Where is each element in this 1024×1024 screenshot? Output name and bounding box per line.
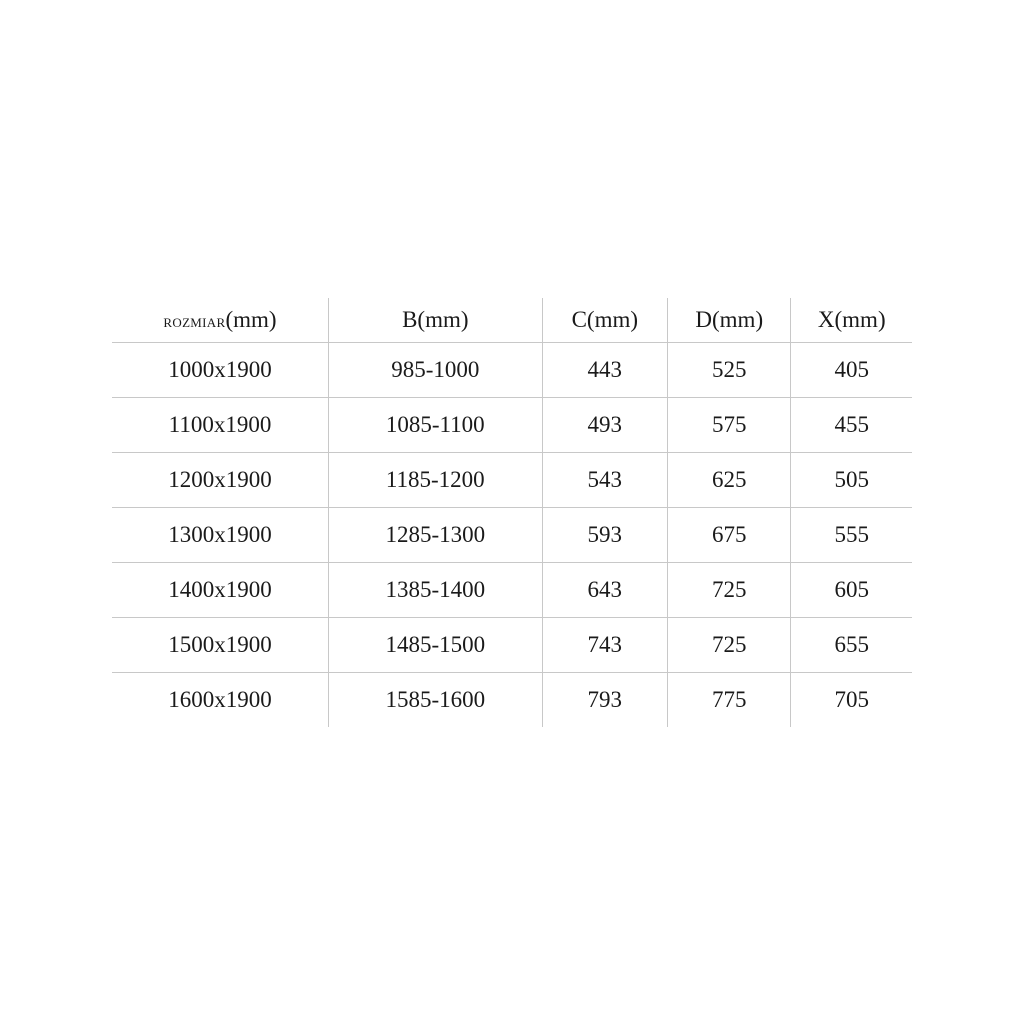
table-cell: 1000x1900 [112,342,329,398]
header-x: X(mm) [790,298,912,343]
table-cell: 555 [790,507,912,563]
table-cell: 405 [790,342,912,398]
table-row: 1400x1900 1385-1400 643 725 605 [112,562,912,618]
table-row: 1500x1900 1485-1500 743 725 655 [112,617,912,673]
table-cell: 725 [667,617,791,673]
header-d: D(mm) [667,298,791,343]
table-cell: 775 [667,672,791,727]
table-cell: 743 [541,617,668,673]
header-rozmiar: ROZMIAR(mm) [112,298,329,343]
table-cell: 1400x1900 [112,562,329,618]
table-cell: 505 [790,452,912,508]
table-row: 1200x1900 1185-1200 543 625 505 [112,452,912,508]
table-cell: 1385-1400 [328,562,543,618]
header-label: ROZMIAR [163,315,226,330]
table-cell: 1600x1900 [168,687,272,712]
table-cell: 525 [667,342,791,398]
header-label: C [571,307,587,332]
dimensions-table: ROZMIAR(mm) B(mm) C(mm) D(mm) X(mm) 1000… [112,298,912,727]
table-cell: 675 [667,507,791,563]
table-cell: 455 [790,397,912,453]
header-c: C(mm) [541,298,668,343]
table-cell: 1585-1600 [328,672,543,727]
table-cell: 543 [541,452,668,508]
table-cell: 605 [790,562,912,618]
table-cell: 1100x1900 [112,397,329,453]
header-unit: (mm) [586,307,639,332]
table-cell: 643 [541,562,668,618]
table-cell: 1285-1300 [328,507,543,563]
table-cell: 725 [667,562,791,618]
table-cell: 1085-1100 [328,397,543,453]
header-label: D [695,307,712,332]
header-unit: (mm) [225,307,277,332]
table-cell: 655 [790,617,912,673]
table-cell: 985-1000 [328,342,543,398]
header-row: ROZMIAR(mm) B(mm) C(mm) D(mm) X(mm) [112,298,912,343]
header-label: X [817,307,835,332]
table-row: 1000x1900 985-1000 443 525 405 [112,342,912,398]
table-cell: 443 [541,342,668,398]
table-cell: 793 [541,672,668,727]
header-label: B [402,307,418,332]
table-cell: 1185-1200 [328,452,543,508]
table-cell: 1500x1900 [112,617,329,673]
header-b: B(mm) [328,298,543,343]
table-cell: 1300x1900 [112,507,329,563]
table-cell: 1485-1500 [328,617,543,673]
table-cell: 1200x1900 [112,452,329,508]
table-row: 1300x1900 1285-1300 593 675 555 [112,507,912,563]
header-unit: (mm) [417,307,469,332]
table-cell: 575 [667,397,791,453]
table-cell: 593 [541,507,668,563]
table-row: 1600x1900 1585-1600 793 775 705 [112,672,912,727]
table-row: 1100x1900 1085-1100 493 575 455 [112,397,912,453]
header-unit: (mm) [712,307,764,332]
table-cell: 493 [541,397,668,453]
header-unit: (mm) [834,307,886,332]
table-cell: 705 [790,672,912,727]
table-cell: 625 [667,452,791,508]
